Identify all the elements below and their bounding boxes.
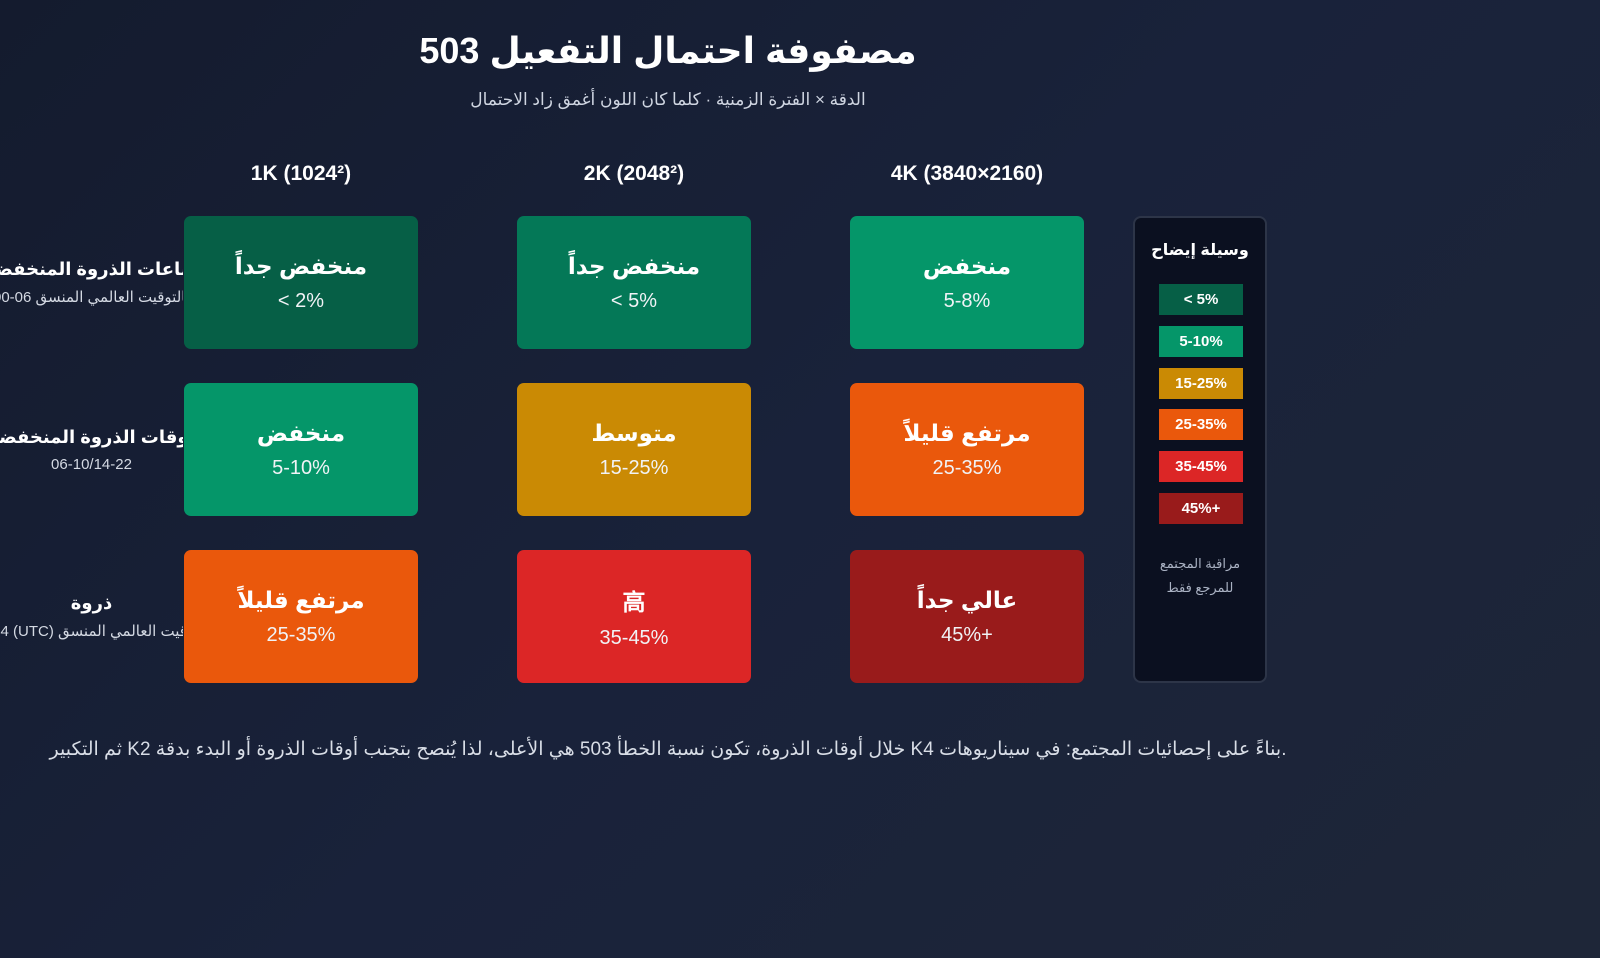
legend-note-line: مراقبة المجتمع xyxy=(1159,556,1241,571)
chart-subtitle: الدقة × الفترة الزمنية · كلما كان اللون … xyxy=(470,90,866,109)
cell-label: مرتفع قليلاً xyxy=(903,419,1031,446)
row-title: ذروة xyxy=(70,593,113,613)
legend-note-line: للمرجع فقط xyxy=(1166,580,1234,595)
heatmap-cell-r2-c1: منخفض 5-10% xyxy=(184,383,418,516)
heatmap-cell-r1-c2: منخفض جداً < 5% xyxy=(517,216,751,349)
cell-range: 25-35% xyxy=(932,456,1002,479)
footer-note: ثم التكبير Kخلال أوقات الذروة، تكون نسبة… xyxy=(49,739,1287,760)
heatmap-cell-r2-c3: مرتفع قليلاً 25-35% xyxy=(850,383,1084,516)
cell-range: 35-45% xyxy=(599,627,669,649)
row-title: ساعات الذروة المنخفضة xyxy=(0,259,183,279)
row-subtitle: 00-06 بالتوقيت العالمي المنسق xyxy=(0,289,183,306)
legend-item: 25-35% xyxy=(1159,409,1243,440)
row-label-peak-hours: ذروة 10-14 (UTC) بالتوقيت العالمي المنسق xyxy=(0,550,183,683)
cell-label: منخفض جداً xyxy=(234,252,368,279)
legend-item: 5-10% xyxy=(1159,326,1243,357)
heatmap-cell-r3-c2: 高 35-45% xyxy=(517,550,751,683)
cell-range: < 5% xyxy=(610,289,658,312)
legend-note: مراقبة المجتمع للمرجع فقط xyxy=(1135,552,1265,600)
heatmap-cell-r2-c2: متوسط 15-25% xyxy=(517,383,751,516)
heatmap-cell-r1-c1: منخفض جداً < 2% xyxy=(184,216,418,349)
cell-range: 5-8% xyxy=(943,289,991,312)
legend-title: وسيلة إيضاح xyxy=(1151,242,1249,259)
heatmap-cell-r1-c3: منخفض 5-8% xyxy=(850,216,1084,349)
cell-label: مرتفع قليلاً xyxy=(237,586,365,613)
row-subtitle: 10-14 (UTC) بالتوقيت العالمي المنسق xyxy=(0,623,183,640)
row-title: أوقات الذروة المنخفضة xyxy=(0,426,183,447)
row-label-off-peak-hours: ساعات الذروة المنخفضة 00-06 بالتوقيت الع… xyxy=(0,216,183,349)
heatmap-cell-r3-c3: عالي جداً 45%+ xyxy=(850,550,1084,683)
column-header-2k: 2K (2048²) xyxy=(583,162,685,185)
legend-item: 45%+ xyxy=(1159,493,1243,524)
chart-title: مصفوفة احتمال التفعيل 503 xyxy=(419,30,917,71)
legend-item: 35-45% xyxy=(1159,451,1243,482)
cell-label: متوسط xyxy=(591,419,677,446)
heatmap-cell-r3-c1: مرتفع قليلاً 25-35% xyxy=(184,550,418,683)
cell-label: 高 xyxy=(622,589,646,615)
cell-range: 15-25% xyxy=(599,456,669,479)
row-subtitle: 06-10/14-22 xyxy=(51,455,132,473)
cell-label: عالي جداً xyxy=(916,586,1018,613)
cell-label: منخفض xyxy=(256,419,346,446)
cell-label: منخفض xyxy=(922,252,1012,279)
legend-item: 15-25% xyxy=(1159,368,1243,399)
legend-panel: وسيلة إيضاح < 5% 5-10% 15-25% 25-35% 35-… xyxy=(1133,216,1267,683)
column-header-4k: 4K (3840×2160) xyxy=(890,162,1044,185)
cell-range: < 2% xyxy=(277,289,325,312)
row-label-shoulder-hours: أوقات الذروة المنخفضة 06-10/14-22 xyxy=(0,383,183,516)
column-header-1k: 1K (1024²) xyxy=(250,162,352,185)
legend-item: < 5% xyxy=(1159,284,1243,315)
cell-range: 25-35% xyxy=(266,623,336,646)
cell-range: 5-10% xyxy=(272,456,330,479)
cell-range: 45%+ xyxy=(941,623,993,646)
cell-label: منخفض جداً xyxy=(567,252,701,279)
